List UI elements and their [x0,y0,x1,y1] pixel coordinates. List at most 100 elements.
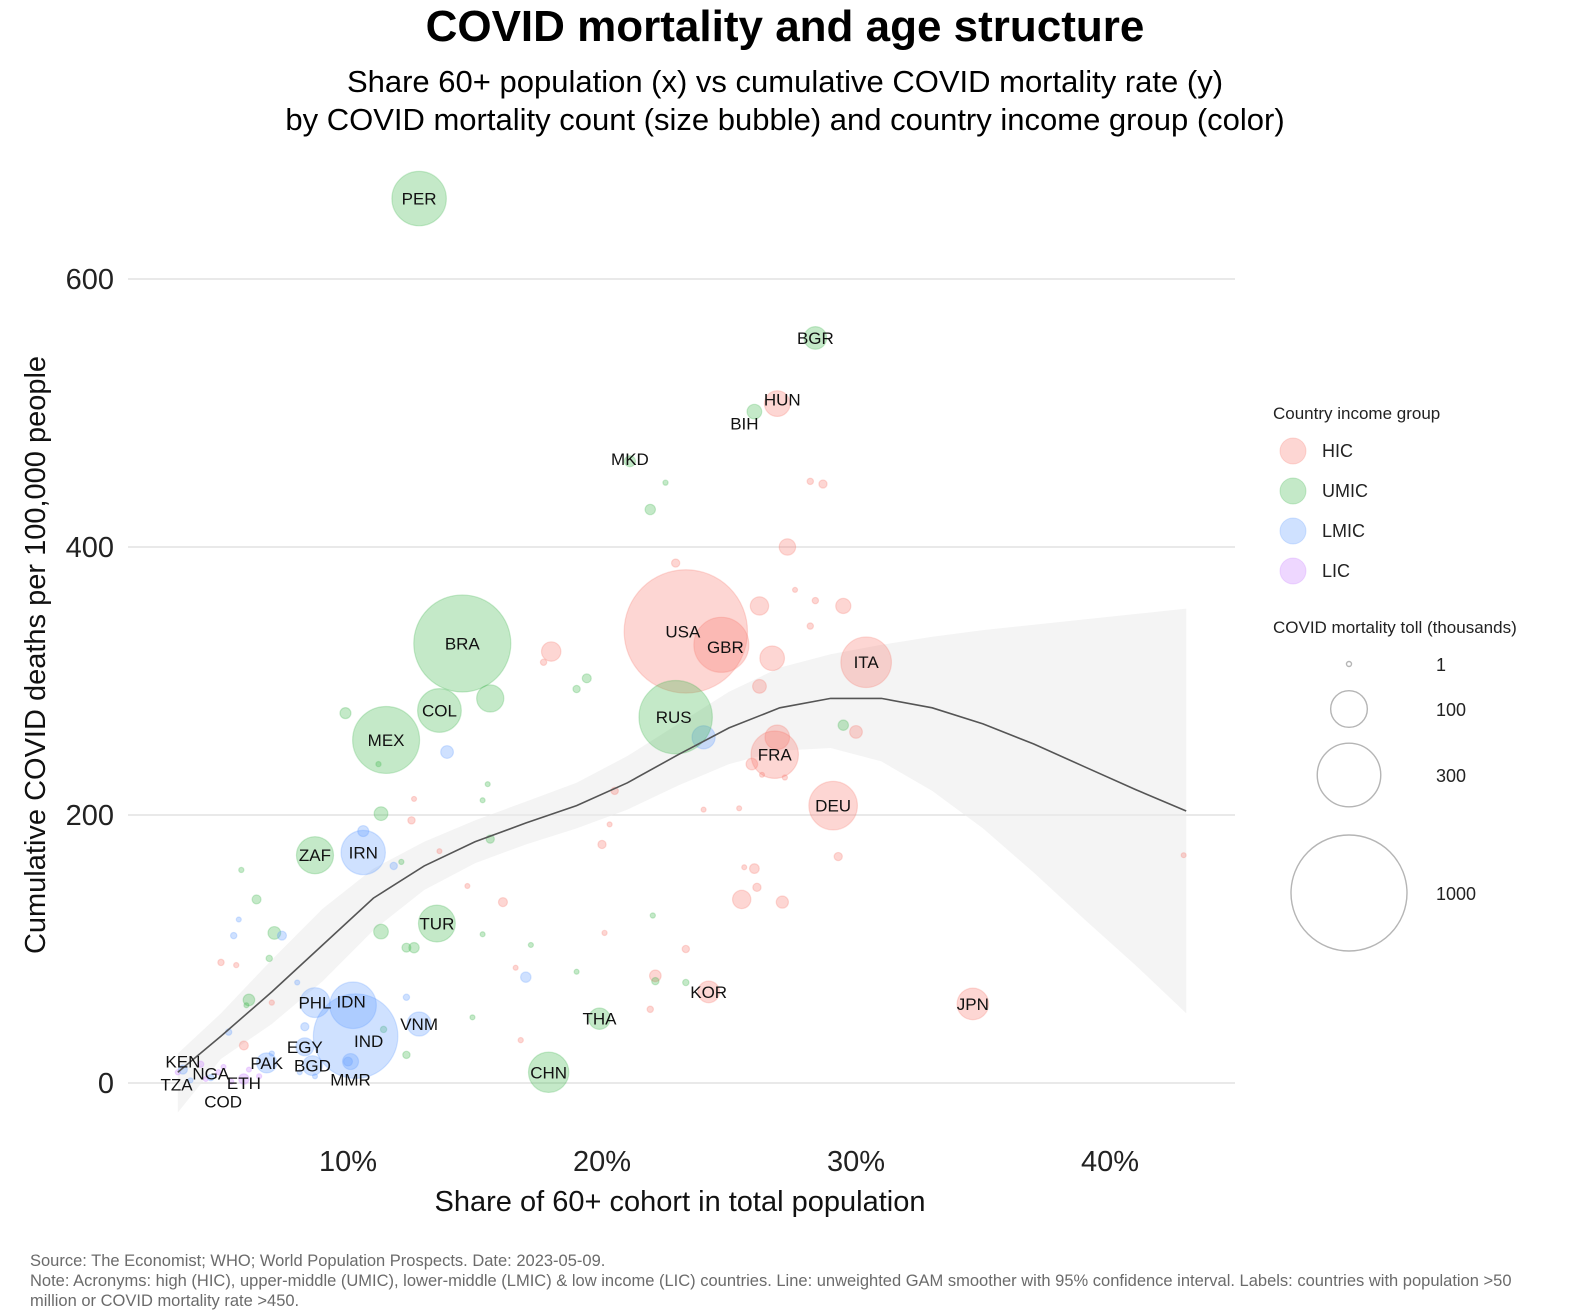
bubble-point [476,684,505,713]
bubble-point [440,745,455,759]
label-ind: IND [354,1032,383,1051]
bubble-ken [177,1064,188,1075]
bubble-eth [238,1073,250,1085]
legend-label-hic: HIC [1322,441,1353,461]
bubble-point [691,725,716,750]
label-mkd: MKD [611,450,649,469]
unlabeled-bubbles [174,477,1187,1083]
chart-title: COVID mortality and age structure [425,2,1145,51]
bubble-kor [697,980,721,1004]
bubble-point [238,1040,249,1051]
y-axis-title: Cumulative COVID deaths per 100,000 peop… [20,356,52,954]
bubble-point [398,858,405,866]
bubble-point [520,971,532,983]
y-tick-label: 200 [66,800,114,832]
label-vnm: VNM [400,1015,438,1034]
bubble-point [670,558,681,568]
bubble-point [849,724,863,739]
bubble-point [379,1025,388,1034]
bubble-point [220,1063,227,1071]
bubble-fra [750,730,800,780]
bubble-point [759,645,786,672]
bubble-point [833,851,843,862]
label-nga: NGA [192,1065,230,1084]
legend-label-umic: UMIC [1322,481,1368,501]
legend-size-circle [1345,660,1353,668]
bubble-point [233,961,240,969]
bubble-point [662,479,669,486]
bubble-point [215,1069,222,1076]
bubble-deu [808,780,859,831]
label-bgr: BGR [797,329,834,348]
bubble-point [644,503,657,516]
label-mex: MEX [368,731,405,750]
label-pak: PAK [250,1054,283,1073]
label-rus: RUS [656,708,692,727]
bubble-egy [295,1037,315,1057]
bubble-point [357,824,370,838]
bubble-tur [417,904,456,943]
bubble-point [255,1073,263,1080]
gridlines [128,278,1235,1084]
bubble-point [402,993,411,1002]
bubble-point [469,1014,476,1021]
bubble-point [497,897,509,908]
legend-size-title: COVID mortality toll (thousands) [1273,618,1517,637]
bubble-point [748,863,760,875]
bubble-point [764,724,791,751]
bubble-point [436,848,443,855]
y-tick-label: 400 [66,532,114,564]
x-tick-label: 20% [573,1146,631,1178]
bubble-point [752,678,767,694]
bubble-point [267,925,282,940]
legend-swatch-hic [1279,437,1307,465]
label-tha: THA [582,1010,617,1029]
y-tick-label: 0 [98,1068,114,1100]
bubble-point [758,771,766,778]
confidence-band [177,608,1187,1113]
bubble-point [682,978,690,987]
label-fra: FRA [758,746,793,765]
confidence-band-area [177,608,1187,1113]
x-tick-label: 10% [319,1146,377,1178]
bubble-bih [746,403,763,420]
bubble-point [276,930,288,941]
bubble-point [572,684,581,694]
label-col: COL [422,701,457,720]
bubble-point [512,964,519,971]
label-gbr: GBR [707,638,744,657]
bubble-point [835,597,852,615]
label-irn: IRN [349,844,378,863]
bubble-point [243,1002,250,1009]
bubble-nga [207,1073,215,1082]
bubble-cod [227,1078,235,1085]
label-tza: TZA [160,1075,193,1094]
bubble-phl [299,987,331,1019]
x-tick-label: 40% [1081,1146,1139,1178]
label-zaf: ZAF [299,846,331,865]
bubble-point [479,931,486,938]
bubble-point [749,596,770,616]
bubble-point [402,1050,411,1060]
bubble-point [806,477,815,486]
bubble-point [484,781,491,788]
bubble-point [300,1022,310,1032]
gam-smoother [177,697,1187,1073]
bubble-mex [352,705,421,775]
bubble-point [811,596,820,605]
bubble-rus [638,679,713,755]
bubble-point [731,889,752,910]
bubble-hun [763,390,791,418]
legend-label-lic: LIC [1322,561,1350,581]
legend-swatch-umic [1279,477,1307,505]
bubble-point [265,954,274,963]
bubble-point [339,707,352,720]
legend-size-label: 1 [1436,655,1446,675]
bubble-point [202,1075,209,1083]
bubble-point [778,538,797,556]
label-eth: ETH [227,1074,261,1093]
legend-size-label: 300 [1436,766,1466,786]
bubble-point [229,931,238,940]
bubble-tza [187,1077,194,1084]
label-ita: ITA [854,653,880,672]
